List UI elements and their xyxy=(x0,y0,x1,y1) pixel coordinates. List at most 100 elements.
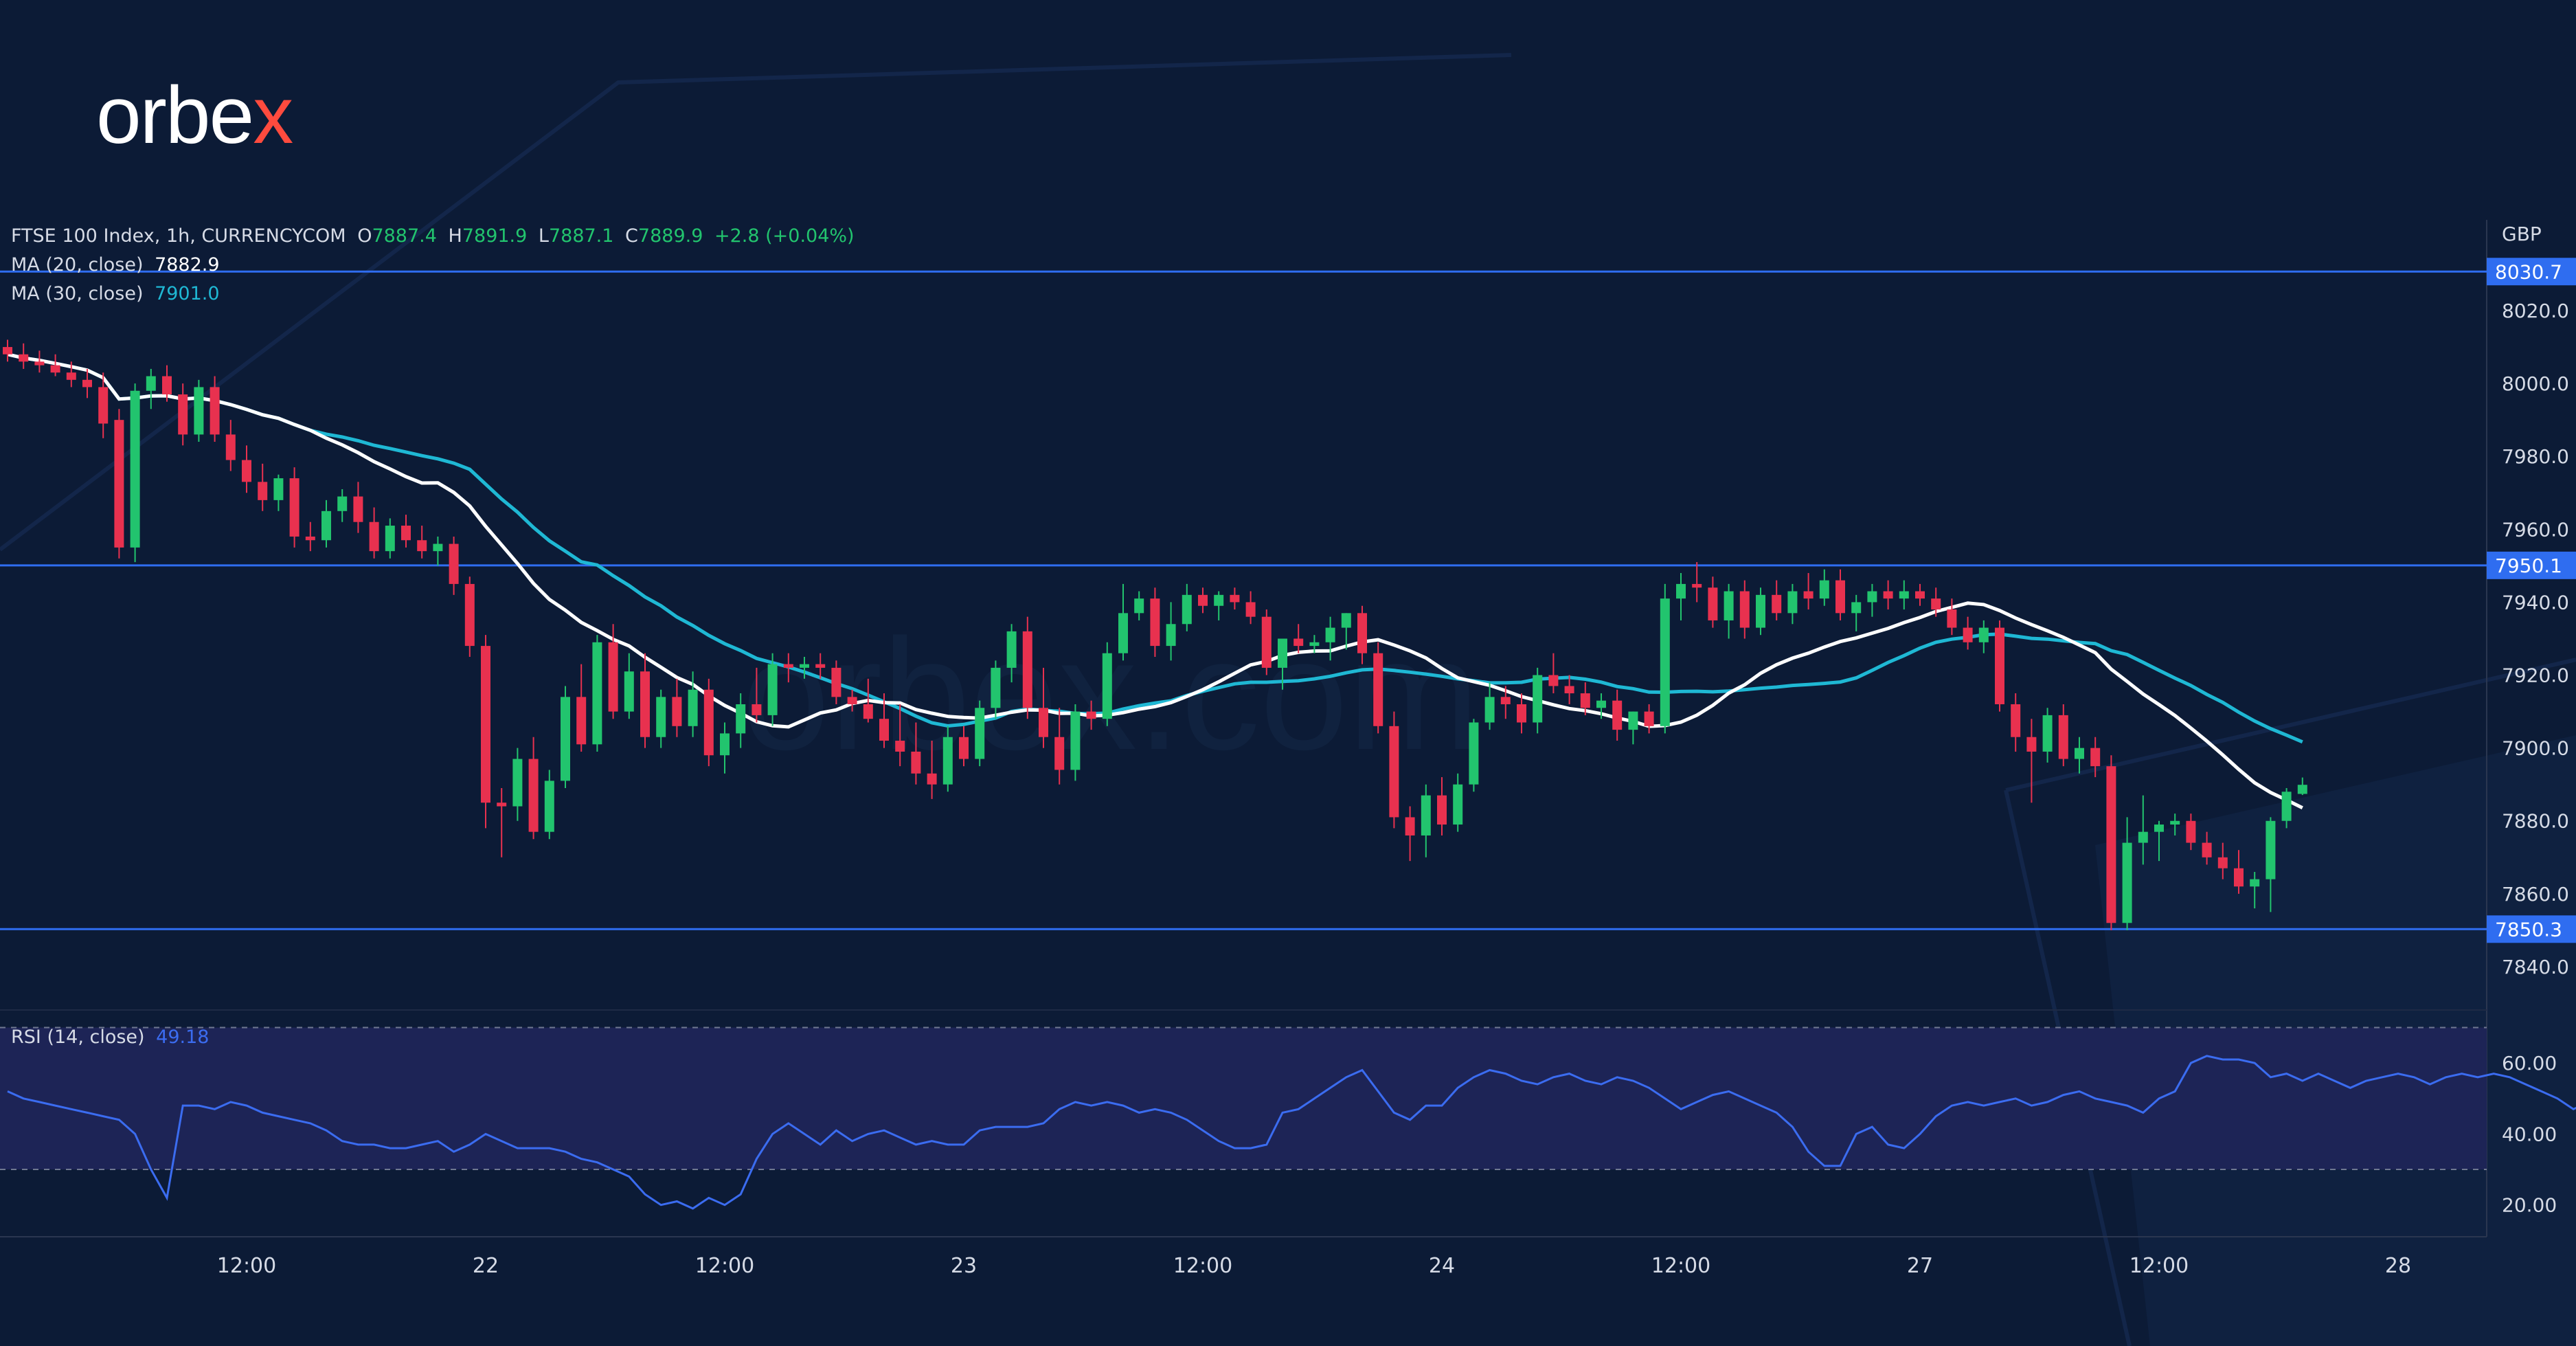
candle[interactable] xyxy=(975,700,985,767)
candle[interactable] xyxy=(1867,583,1877,617)
candle[interactable] xyxy=(289,467,300,548)
candle[interactable] xyxy=(194,379,204,442)
candle[interactable] xyxy=(1533,667,1543,734)
candle[interactable] xyxy=(1006,624,1017,683)
candle[interactable] xyxy=(1963,616,1973,650)
candle[interactable] xyxy=(847,689,857,712)
candle[interactable] xyxy=(337,489,348,522)
candle[interactable] xyxy=(146,368,156,410)
candle[interactable] xyxy=(1469,719,1479,792)
candle[interactable] xyxy=(2138,795,2148,865)
candle[interactable] xyxy=(1756,587,1765,636)
candle[interactable] xyxy=(672,678,682,737)
candle[interactable] xyxy=(1325,616,1335,661)
candle[interactable] xyxy=(1851,594,1862,631)
candle[interactable] xyxy=(305,521,315,552)
candle[interactable] xyxy=(592,635,602,752)
candle[interactable] xyxy=(1230,587,1240,610)
candle[interactable] xyxy=(1803,572,1814,610)
candle[interactable] xyxy=(1628,711,1638,745)
candle[interactable] xyxy=(321,500,331,548)
candle[interactable] xyxy=(1214,591,1224,620)
candle[interactable] xyxy=(1947,598,1957,636)
candle[interactable] xyxy=(800,657,809,679)
candle[interactable] xyxy=(736,693,746,748)
candle[interactable] xyxy=(497,787,507,857)
candle[interactable] xyxy=(1915,583,1925,606)
candle[interactable] xyxy=(385,518,395,559)
candle[interactable] xyxy=(783,653,793,683)
candle[interactable] xyxy=(1070,704,1081,781)
candle[interactable] xyxy=(2266,817,2276,912)
candles[interactable] xyxy=(3,339,2307,930)
candle[interactable] xyxy=(50,354,60,377)
candle[interactable] xyxy=(703,678,714,767)
candle[interactable] xyxy=(1995,620,2004,712)
candle[interactable] xyxy=(1309,635,1320,653)
candle[interactable] xyxy=(1564,675,1574,704)
candle[interactable] xyxy=(1357,605,1367,664)
ohlc-legend[interactable]: FTSE 100 Index, 1h, CURRENCYCOM O7887.4 … xyxy=(11,225,860,247)
candle[interactable] xyxy=(1644,704,1654,734)
candle[interactable] xyxy=(1517,693,1526,734)
candle[interactable] xyxy=(1739,580,1750,639)
candle[interactable] xyxy=(1261,609,1272,675)
candle[interactable] xyxy=(1293,624,1304,653)
candle[interactable] xyxy=(162,365,172,402)
candle[interactable] xyxy=(863,678,873,723)
candle[interactable] xyxy=(1612,689,1623,741)
candle[interactable] xyxy=(2090,737,2101,778)
candle[interactable] xyxy=(1022,616,1032,719)
candle[interactable] xyxy=(2186,814,2196,851)
candle[interactable] xyxy=(433,536,443,566)
candle[interactable] xyxy=(1899,580,1909,610)
candle[interactable] xyxy=(1421,784,1431,857)
candle[interactable] xyxy=(2234,850,2244,894)
candle[interactable] xyxy=(1931,587,1941,617)
candle[interactable] xyxy=(1772,580,1782,620)
candle[interactable] xyxy=(98,372,109,438)
candle[interactable] xyxy=(1883,580,1893,610)
candle[interactable] xyxy=(528,737,539,840)
candle[interactable] xyxy=(561,686,570,788)
candle[interactable] xyxy=(2170,814,2180,835)
candle[interactable] xyxy=(1787,583,1798,625)
candle[interactable] xyxy=(242,445,251,493)
candle[interactable] xyxy=(720,722,730,774)
candle[interactable] xyxy=(2281,787,2292,829)
candle[interactable] xyxy=(1596,693,1606,719)
candle[interactable] xyxy=(417,526,427,559)
candle[interactable] xyxy=(1182,583,1192,631)
candle[interactable] xyxy=(1484,682,1495,730)
candle[interactable] xyxy=(1389,711,1399,829)
candle[interactable] xyxy=(1500,686,1511,719)
candle[interactable] xyxy=(959,726,969,767)
candle[interactable] xyxy=(991,660,1001,719)
candle[interactable] xyxy=(2075,737,2084,774)
candle[interactable] xyxy=(82,368,92,399)
candle[interactable] xyxy=(1102,642,1112,726)
candle[interactable] xyxy=(225,420,236,471)
candle[interactable] xyxy=(1819,569,1829,606)
candle[interactable] xyxy=(2122,817,2132,930)
candle[interactable] xyxy=(449,536,459,595)
candle[interactable] xyxy=(1134,591,1144,620)
candle[interactable] xyxy=(1198,587,1208,614)
candle[interactable] xyxy=(640,653,650,748)
candle[interactable] xyxy=(3,339,12,362)
candle[interactable] xyxy=(1373,642,1383,734)
candle[interactable] xyxy=(1150,587,1160,658)
rsi-legend[interactable]: RSI (14, close) 49.18 xyxy=(11,1027,214,1048)
candle[interactable] xyxy=(688,671,698,737)
candle[interactable] xyxy=(656,689,666,748)
candle[interactable] xyxy=(942,726,953,792)
candle[interactable] xyxy=(66,361,76,388)
candle[interactable] xyxy=(608,624,618,719)
candle[interactable] xyxy=(544,770,554,840)
candle[interactable] xyxy=(1039,667,1048,748)
candle[interactable] xyxy=(114,409,124,559)
candle[interactable] xyxy=(1118,583,1128,661)
candle[interactable] xyxy=(1166,602,1176,661)
candle[interactable] xyxy=(19,343,29,369)
